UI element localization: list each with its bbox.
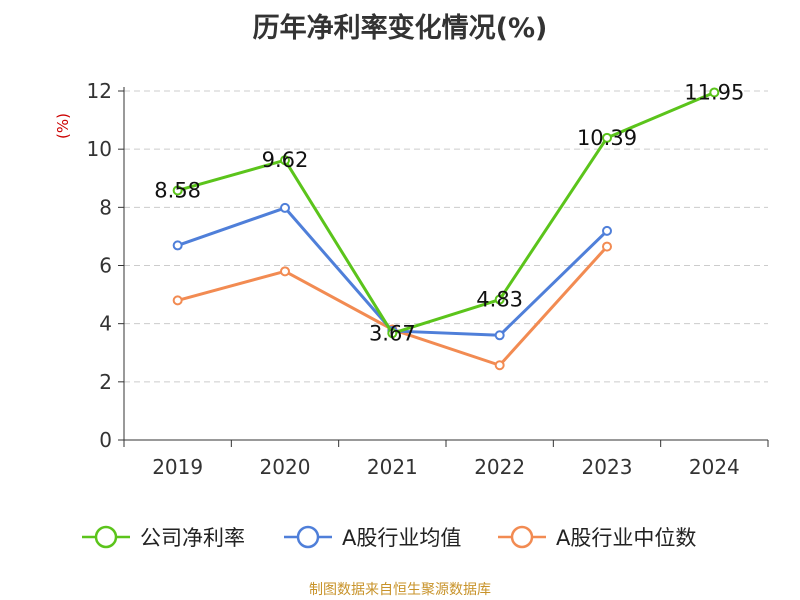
data-label-4: 10.39 (577, 126, 637, 150)
data-label-5: 11.95 (684, 80, 744, 104)
y-tick-label-4: 8 (99, 195, 112, 219)
y-tick-label-6: 12 (87, 79, 112, 103)
point-s2-1 (280, 266, 290, 277)
y-tick-label-2: 4 (99, 312, 112, 336)
series-lines (172, 87, 720, 371)
point-s0-3 (494, 294, 505, 305)
legend-marker-1 (296, 525, 320, 549)
y-tick-label-0: 0 (99, 428, 112, 452)
point-s0-2 (387, 328, 398, 339)
point-s2-0 (172, 295, 183, 306)
point-s1-1 (280, 202, 290, 213)
y-tick-label-5: 10 (87, 137, 112, 161)
y-tick-label-1: 2 (99, 370, 112, 394)
series-line-2 (177, 245, 609, 367)
point-s1-4 (602, 225, 612, 236)
point-s2-4 (602, 241, 612, 252)
x-tick-label-1: 2020 (260, 455, 311, 479)
x-tick-label-5: 2024 (689, 455, 740, 479)
data-labels: 8.58 9.62 3.67 4.83 10.39 11.95 (154, 80, 744, 345)
point-s1-3 (494, 330, 505, 341)
point-s1-0 (172, 240, 183, 251)
point-s0-5 (709, 87, 720, 98)
point-s0-0 (172, 185, 183, 196)
grid-lines (124, 90, 768, 383)
point-s0-1 (280, 155, 290, 166)
point-s0-4 (602, 132, 612, 143)
legend-label-1: A股行业均值 (342, 526, 461, 550)
point-s2-3 (494, 360, 505, 371)
x-tick-label-3: 2022 (474, 455, 525, 479)
y-axis-label: (%) (54, 113, 72, 139)
data-label-3: 4.83 (476, 288, 523, 312)
data-label-0: 8.58 (154, 178, 201, 202)
chart-title: 历年净利率变化情况(%) (252, 13, 548, 44)
x-tick-label-0: 2019 (152, 455, 203, 479)
series-line-0 (177, 91, 715, 335)
legend-marker-0 (94, 525, 118, 549)
legend-marker-2 (510, 525, 534, 549)
legend-label-2: A股行业中位数 (556, 526, 696, 550)
x-tick-label-4: 2023 (582, 455, 633, 479)
x-tick-label-2: 2021 (367, 455, 418, 479)
legend-label-0: 公司净利率 (140, 526, 245, 550)
y-tick-label-3: 6 (99, 254, 112, 278)
source-note: 制图数据来自恒生聚源数据库 (309, 582, 491, 598)
legend: 公司净利率 A股行业均值 A股行业中位数 (82, 525, 696, 550)
axes: 0 2 4 6 8 10 12 2019 2020 2021 2022 2023 2024 (87, 79, 769, 479)
data-label-1: 9.62 (262, 148, 309, 172)
data-label-2: 3.67 (369, 321, 416, 345)
